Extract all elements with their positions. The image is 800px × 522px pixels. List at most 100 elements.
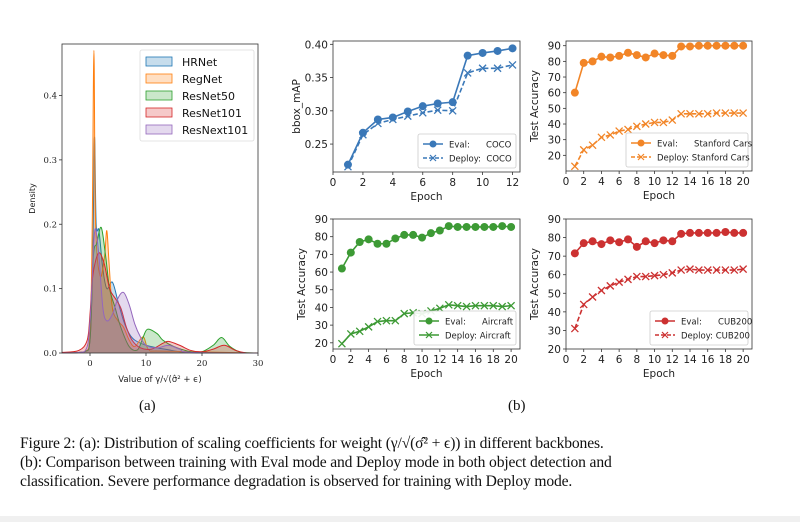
data-point-deploy	[453, 301, 462, 310]
data-point-eval	[650, 49, 659, 58]
y-tick-label: 80	[548, 233, 561, 245]
data-point-eval	[739, 228, 748, 237]
data-point-eval	[478, 48, 487, 57]
legend-marker	[661, 317, 669, 325]
data-point-eval	[463, 51, 472, 60]
data-point-deploy	[650, 118, 659, 127]
data-point-eval	[409, 230, 418, 239]
caption-line: Figure 2: (a): Distribution of scaling c…	[20, 435, 604, 452]
density-line-resnext101	[61, 228, 259, 354]
stanford-chart: 0 2 4 6 8 10 12 14 16 18 20 20 30 40 50 60 70 80 90 Epoch Te…	[529, 40, 753, 202]
data-point-deploy	[346, 330, 355, 338]
x-tick-label: 2	[580, 176, 587, 188]
caption-line: classification. Severe performance degra…	[20, 473, 573, 490]
x-tick-label: 8	[449, 177, 456, 189]
data-point-deploy	[358, 130, 367, 139]
legend-label: Deploy: Aircraft	[445, 332, 511, 342]
subfigure-a-label: (a)	[139, 398, 156, 414]
x-tick-label: 6	[419, 177, 426, 189]
data-point-deploy	[498, 302, 507, 311]
data-point-deploy	[615, 127, 624, 136]
data-point-eval	[694, 228, 703, 237]
data-point-deploy	[606, 131, 615, 139]
legend-box	[417, 133, 517, 169]
axes-frame	[61, 43, 259, 354]
data-point-deploy	[508, 60, 517, 69]
caption-line: (b): Comparison between training with Ev…	[20, 454, 612, 471]
data-point-eval	[337, 264, 346, 273]
data-point-deploy	[471, 301, 480, 310]
data-point-eval	[703, 41, 712, 50]
y-tick-label: 60	[548, 270, 561, 282]
data-point-eval	[493, 46, 502, 55]
x-tick-label: 0	[330, 354, 337, 366]
x-tick-label: 18	[719, 354, 732, 366]
x-tick-label: 14	[451, 354, 465, 366]
y-tick-label: 30	[315, 320, 328, 332]
data-point-deploy	[641, 120, 650, 128]
subfigure-b-label: (b)	[508, 398, 526, 414]
data-point-deploy	[570, 324, 579, 333]
data-point-deploy	[650, 271, 659, 280]
x-tick-label: 18	[719, 176, 732, 188]
y-tick-label: 30	[548, 325, 561, 337]
data-point-eval	[624, 48, 632, 57]
data-point-deploy	[712, 266, 721, 275]
legend-label: Deploy: COCO	[449, 155, 512, 165]
data-point-deploy	[480, 301, 489, 310]
y-tick-label: 30	[548, 135, 561, 147]
y-tick-label: 40	[548, 119, 561, 131]
data-point-eval	[641, 53, 650, 62]
density-area-resnet101	[62, 252, 258, 353]
legend-label: Deploy: Stanford Cars	[657, 154, 750, 164]
y-tick-label: 60	[548, 88, 561, 100]
y-tick-label: 20	[548, 150, 561, 162]
x-tick-label: 16	[469, 354, 483, 366]
data-point-eval	[444, 222, 453, 231]
data-point-eval	[570, 88, 579, 97]
data-point-eval	[721, 41, 730, 50]
x-axis-label: Epoch	[410, 368, 442, 380]
data-point-eval	[462, 222, 471, 231]
data-point-eval	[579, 239, 588, 248]
data-point-eval	[597, 52, 606, 61]
legend-marker	[637, 139, 645, 147]
data-point-deploy	[606, 281, 615, 290]
data-point-eval	[435, 226, 444, 235]
data-point-deploy	[462, 302, 471, 311]
data-point-eval	[730, 228, 739, 237]
y-tick-label: 70	[548, 251, 561, 263]
data-point-eval	[508, 44, 517, 53]
data-point-deploy	[364, 322, 373, 331]
data-point-eval	[471, 222, 480, 231]
y-tick-label: 50	[548, 288, 561, 300]
data-point-deploy	[597, 133, 606, 142]
data-point-eval	[373, 239, 382, 248]
data-point-eval	[403, 107, 412, 116]
data-point-deploy	[730, 109, 739, 118]
y-tick-label: 80	[548, 56, 561, 68]
legend-label: RegNet	[182, 73, 223, 86]
data-point-deploy	[694, 109, 703, 118]
data-point-eval	[358, 128, 367, 137]
data-point-deploy	[344, 162, 352, 171]
x-tick-label: 6	[616, 354, 623, 366]
data-point-eval	[570, 249, 579, 258]
data-point-eval	[641, 237, 650, 246]
x-tick-label: 30	[253, 359, 264, 369]
x-tick-label: 12	[666, 176, 679, 188]
data-point-deploy	[579, 300, 588, 309]
density-area-resnet50	[62, 227, 258, 353]
y-tick-label: 40	[315, 302, 328, 314]
density-chart: 0 10 20 30 0.0 0.1 0.2 0.3 0.4 Value of γ/√(σ̂² +…	[28, 43, 264, 385]
y-tick-label: 0.0	[43, 349, 57, 359]
data-point-deploy	[624, 275, 632, 284]
y-tick-label: 20	[315, 338, 328, 350]
x-tick-label: 2	[347, 354, 354, 366]
data-point-eval	[426, 229, 435, 238]
x-tick-label: 12	[666, 354, 679, 366]
legend-marker	[425, 331, 433, 339]
data-point-deploy	[686, 109, 694, 118]
data-point-deploy	[418, 108, 427, 117]
legend-label: Deploy: CUB200	[681, 332, 750, 342]
